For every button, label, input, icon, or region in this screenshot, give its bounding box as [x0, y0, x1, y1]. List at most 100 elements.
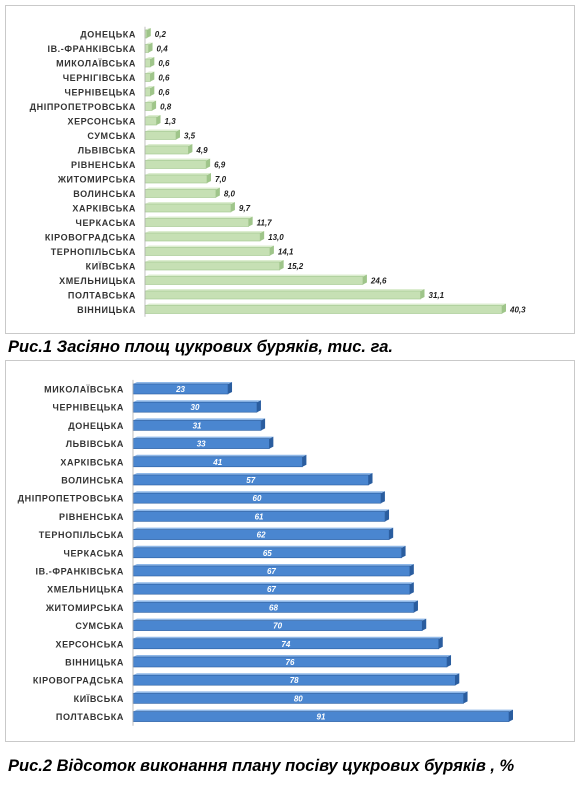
value-label: 60	[253, 494, 262, 503]
bar	[144, 87, 151, 97]
value-label: 57	[246, 476, 255, 485]
bar	[144, 276, 364, 285]
bar-top	[145, 289, 425, 291]
figure-caption-1: Рис.1 Засіяно площ цукрових буряків, тис…	[8, 338, 393, 356]
bar-top	[145, 231, 265, 233]
bar-group: ЧЕРНІВЕЦЬКА 0,6	[65, 86, 170, 98]
chart-panel-plan: МИКОЛАЇВСЬКА 23 ЧЕРНІВЕЦЬКА 30 ДОНЕЦЬКА 31 ЛЬВ…	[5, 360, 575, 742]
category-label: ЛЬВІВСЬКА	[66, 439, 124, 449]
bar-top	[133, 691, 468, 694]
bar-group: ЖИТОМИРСЬКА 7,0	[57, 173, 227, 185]
bar-group: ПОЛТАВСЬКА 91	[56, 709, 513, 722]
value-label: 65	[263, 549, 272, 558]
value-label: 0,6	[158, 88, 170, 97]
value-label: 11,7	[257, 219, 273, 228]
bar-top	[145, 260, 284, 262]
category-label: ДНІПРОПЕТРОВСЬКА	[18, 494, 124, 504]
bar-top	[145, 100, 157, 103]
bar-side	[148, 42, 153, 53]
bar-side	[438, 636, 443, 649]
bar-side	[261, 418, 266, 431]
bar-top	[145, 28, 151, 30]
category-label: ХМЕЛЬНИЦЬКА	[59, 276, 136, 286]
category-label: ПОЛТАВСЬКА	[56, 712, 124, 722]
bar-group: ДОНЕЦЬКА 31	[68, 418, 266, 431]
value-label: 91	[317, 713, 326, 722]
bar-side	[279, 260, 284, 270]
category-label: ЧЕРКАСЬКА	[76, 218, 136, 228]
value-label: 61	[255, 512, 264, 521]
category-label: ЖИТОМИРСЬКА	[57, 175, 136, 185]
bar-group: ЛЬВІВСЬКА 33	[66, 436, 274, 449]
bar-group: ВІННИЦЬКА 76	[65, 655, 452, 668]
bar-side	[188, 144, 193, 154]
bar-side	[230, 202, 235, 212]
bar	[144, 160, 207, 169]
bar-group: ТЕРНОПІЛЬСЬКА 62	[39, 527, 394, 540]
bar-side	[409, 564, 414, 576]
bar	[144, 116, 157, 126]
value-label: 40,3	[509, 306, 526, 315]
bar-top	[133, 509, 390, 512]
bar-top	[145, 245, 274, 248]
bar-side	[176, 129, 181, 140]
chart-panel-area: ДОНЕЦЬКА 0,2 ІВ.-ФРАНКІВСЬКА 0,4 МИКОЛАЇВСЬК…	[5, 5, 575, 334]
bar-side	[207, 173, 212, 183]
value-label: 67	[267, 567, 276, 576]
bar-top	[133, 673, 460, 676]
bar-top	[133, 527, 394, 530]
value-label: 67	[267, 585, 276, 594]
bar-side	[256, 400, 261, 413]
value-label: 0,8	[160, 103, 172, 112]
bar-side	[269, 245, 274, 256]
bar-side	[389, 527, 394, 540]
value-label: 4,9	[195, 146, 208, 155]
bar-top	[133, 582, 414, 585]
bar-group: ЖИТОМИРСЬКА 68	[45, 600, 418, 613]
bar	[144, 102, 153, 111]
bar-side	[302, 454, 307, 467]
bar-group: ІВ.-ФРАНКІВСЬКА 67	[35, 564, 414, 577]
bar-top	[145, 274, 367, 277]
category-label: ІВ.-ФРАНКІВСЬКА	[47, 44, 136, 54]
value-label: 70	[273, 622, 282, 631]
bar-side	[215, 187, 220, 198]
bar-top	[133, 709, 513, 712]
bar-group: ВОЛИНСЬКА 57	[61, 473, 373, 486]
bar-side	[206, 158, 211, 169]
bar-side	[150, 57, 155, 67]
value-label: 0,4	[157, 45, 169, 54]
bar	[144, 203, 232, 213]
bar-group: ХЕРСОНСЬКА 1,3	[67, 115, 176, 127]
bar-group: ДОНЕЦЬКА 0,2	[80, 28, 166, 40]
bar-top	[133, 564, 414, 566]
bar	[144, 44, 149, 53]
bar-group: МИКОЛАЇВСЬКА 23	[44, 382, 233, 395]
category-label: ВІННИЦЬКА	[65, 658, 124, 668]
value-label: 30	[191, 403, 200, 412]
category-label: ЧЕРНІГІВСЬКА	[63, 73, 136, 83]
bar-side	[413, 600, 418, 613]
bar	[144, 58, 151, 68]
bar-top	[145, 173, 212, 175]
bar	[144, 247, 271, 256]
category-label: ХЕРСОНСЬКА	[67, 117, 136, 127]
bar-top	[145, 187, 220, 190]
bar-group: РІВНЕНСЬКА 6,9	[71, 158, 226, 170]
bar-group: ХАРКІВСЬКА 41	[60, 454, 307, 467]
value-label: 76	[286, 658, 295, 667]
bar-group: ЧЕРКАСЬКА 11,7	[76, 216, 273, 228]
category-label: РІВНЕНСЬКА	[59, 512, 124, 522]
bar-side	[455, 673, 460, 686]
value-label: 13,0	[268, 233, 284, 242]
bar-side	[146, 28, 151, 38]
bar-top	[133, 473, 373, 475]
bar-group: ІВ.-ФРАНКІВСЬКА 0,4	[47, 42, 169, 54]
bar-top	[145, 57, 155, 59]
figure-caption-2: Рис.2 Відсоток виконання плану посіву цу…	[8, 757, 515, 775]
bar-group: ТЕРНОПІЛЬСЬКА 14,1	[51, 245, 294, 257]
plan-bar-chart: МИКОЛАЇВСЬКА 23 ЧЕРНІВЕЦЬКА 30 ДОНЕЦЬКА 31 ЛЬВ…	[18, 379, 513, 726]
bar-side	[152, 100, 157, 111]
bar-side	[509, 709, 513, 722]
bar-group: ЧЕРНІВЕЦЬКА 30	[53, 400, 261, 413]
